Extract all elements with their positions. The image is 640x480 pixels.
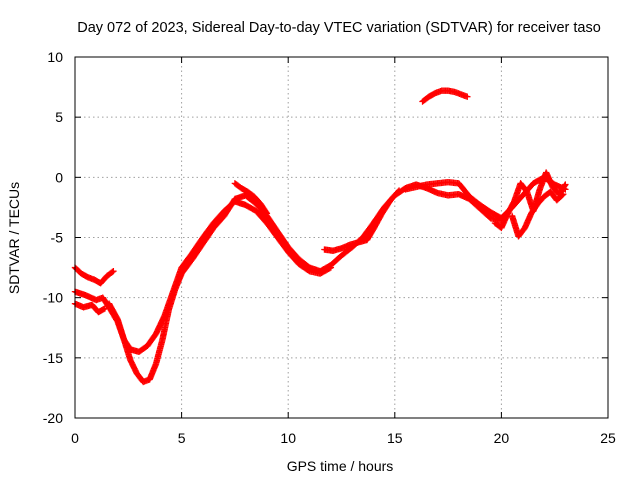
axis-ticks: 0 5 10 15 20 25 -20 -15 -10 -5 0 5 10 bbox=[43, 49, 616, 446]
chart-title: Day 072 of 2023, Sidereal Day-to-day VTE… bbox=[77, 20, 601, 36]
x-tick-label: 15 bbox=[387, 430, 403, 446]
x-axis-label: GPS time / hours bbox=[287, 458, 394, 474]
x-tick-label: 0 bbox=[71, 430, 79, 446]
series-track-2 bbox=[71, 300, 109, 316]
y-tick-label: -20 bbox=[43, 410, 63, 426]
data-point bbox=[559, 191, 566, 199]
y-tick-label: -15 bbox=[43, 350, 63, 366]
y-tick-label: -10 bbox=[43, 290, 63, 306]
x-tick-label: 5 bbox=[178, 430, 186, 446]
data-point bbox=[560, 190, 567, 198]
data-point bbox=[562, 181, 569, 188]
y-tick-label: 5 bbox=[55, 109, 63, 125]
data-points bbox=[71, 87, 569, 386]
series-track-1 bbox=[71, 264, 117, 287]
data-point bbox=[262, 209, 270, 216]
grid-lines bbox=[75, 57, 608, 418]
data-point bbox=[110, 267, 117, 275]
y-axis-label: SDTVAR / TECUs bbox=[6, 182, 22, 294]
data-point bbox=[395, 187, 403, 194]
data-point bbox=[395, 188, 402, 195]
series-track-3 bbox=[71, 198, 335, 356]
y-tick-label: 0 bbox=[55, 169, 63, 185]
data-point bbox=[109, 268, 116, 276]
series-track-4 bbox=[105, 181, 505, 386]
series-track-5 bbox=[231, 180, 271, 217]
series-track-7 bbox=[419, 87, 471, 105]
series-track-6 bbox=[321, 187, 403, 254]
x-tick-label: 20 bbox=[494, 430, 510, 446]
y-tick-label: 10 bbox=[47, 49, 63, 65]
data-point bbox=[263, 210, 271, 217]
data-point bbox=[561, 182, 568, 189]
x-tick-label: 25 bbox=[600, 430, 616, 446]
data-point bbox=[464, 93, 471, 100]
y-tick-label: -5 bbox=[51, 230, 64, 246]
series-track-10 bbox=[508, 188, 567, 240]
x-tick-label: 10 bbox=[280, 430, 296, 446]
